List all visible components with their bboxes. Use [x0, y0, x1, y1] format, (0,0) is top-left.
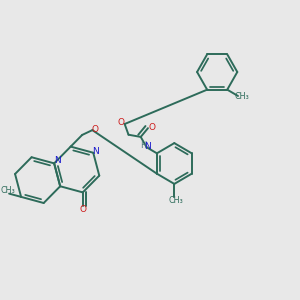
Text: N: N — [55, 157, 62, 166]
Text: H: H — [140, 141, 146, 150]
Text: O: O — [118, 118, 124, 127]
Text: O: O — [148, 123, 155, 132]
Text: CH₃: CH₃ — [235, 92, 250, 101]
Text: N: N — [144, 142, 151, 151]
Text: CH₃: CH₃ — [168, 196, 183, 205]
Text: O: O — [92, 125, 99, 134]
Text: CH₃: CH₃ — [1, 186, 16, 195]
Text: O: O — [79, 205, 86, 214]
Text: N: N — [92, 147, 99, 156]
